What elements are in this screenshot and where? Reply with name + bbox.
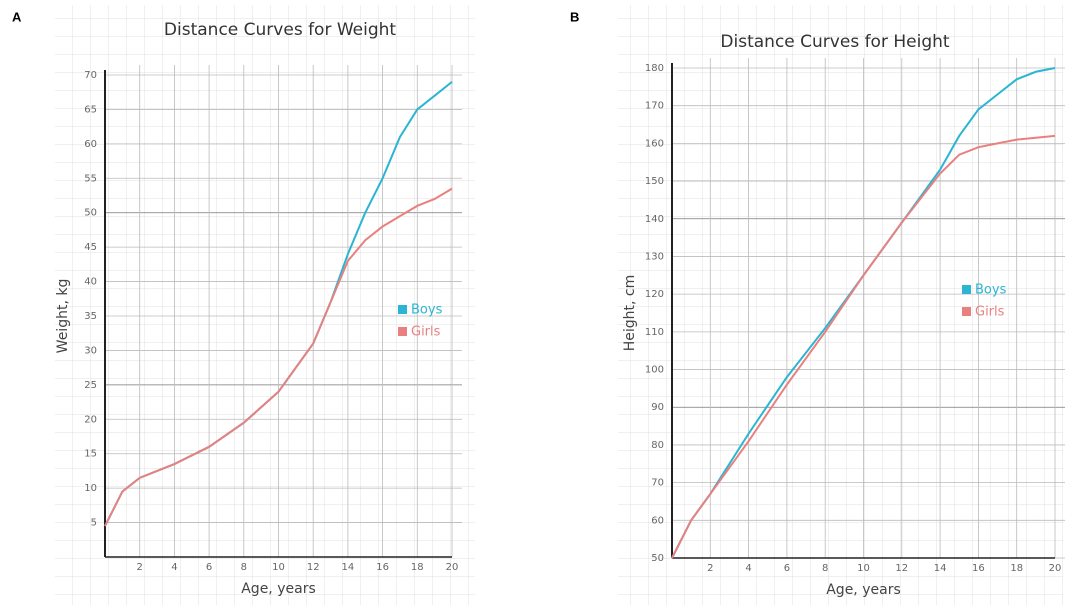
y-tick-label: 150 xyxy=(645,176,664,187)
chart-title: Distance Curves for Height xyxy=(720,32,949,52)
panel-label: B xyxy=(570,9,579,24)
data-line xyxy=(671,134,1056,559)
legend-swatch xyxy=(962,307,971,316)
y-tick-label: 180 xyxy=(645,63,664,74)
y-tick-label: 170 xyxy=(645,101,664,112)
x-tick-label: 10 xyxy=(857,563,870,574)
x-tick-label: 14 xyxy=(934,563,947,574)
x-tick-label: 8 xyxy=(822,563,828,574)
y-tick-label: 140 xyxy=(645,214,664,225)
x-tick-label: 10 xyxy=(272,562,285,573)
y-tick-label: 50 xyxy=(84,208,97,219)
y-axis-label: Weight, kg xyxy=(55,279,71,354)
x-tick-label: 18 xyxy=(1010,563,1023,574)
x-tick-label: 20 xyxy=(446,562,459,573)
x-tick-label: 18 xyxy=(411,562,424,573)
x-tick-label: 16 xyxy=(972,563,985,574)
panel-label: A xyxy=(12,9,22,24)
y-tick-label: 60 xyxy=(651,515,664,526)
x-tick-label: 20 xyxy=(1049,563,1062,574)
y-tick-label: 110 xyxy=(645,327,664,338)
y-tick-label: 120 xyxy=(645,289,664,300)
x-tick-label: 2 xyxy=(707,563,713,574)
legend-label: Boys xyxy=(411,303,443,318)
y-tick-label: 50 xyxy=(651,553,664,564)
y-tick-label: 70 xyxy=(651,478,664,489)
legend-swatch xyxy=(398,305,407,314)
x-tick-label: 14 xyxy=(342,562,355,573)
x-tick-label: 6 xyxy=(206,562,212,573)
y-tick-label: 60 xyxy=(84,139,97,150)
y-tick-label: 55 xyxy=(84,173,97,184)
y-tick-label: 10 xyxy=(84,483,97,494)
y-axis-label: Height, cm xyxy=(622,275,638,352)
y-tick-label: 80 xyxy=(651,440,664,451)
x-tick-label: 12 xyxy=(895,563,908,574)
x-tick-label: 4 xyxy=(745,563,751,574)
x-axis-label: Age, years xyxy=(826,582,901,598)
y-tick-label: 45 xyxy=(84,242,97,253)
y-tick-label: 130 xyxy=(645,251,664,262)
legend-label: Girls xyxy=(975,305,1005,320)
y-tick-label: 100 xyxy=(645,365,664,376)
legend-label: Girls xyxy=(411,325,441,340)
y-tick-label: 90 xyxy=(651,402,664,413)
x-tick-label: 12 xyxy=(307,562,320,573)
y-tick-label: 25 xyxy=(84,380,97,391)
x-tick-label: 6 xyxy=(784,563,790,574)
y-tick-label: 35 xyxy=(84,311,97,322)
x-tick-label: 16 xyxy=(376,562,389,573)
y-tick-label: 65 xyxy=(84,104,97,115)
legend-swatch xyxy=(962,285,971,294)
data-line xyxy=(104,187,453,527)
legend-swatch xyxy=(398,327,407,336)
x-axis-label: Age, years xyxy=(241,581,316,597)
y-tick-label: 15 xyxy=(84,449,97,460)
chart-title: Distance Curves for Weight xyxy=(164,20,396,40)
y-tick-label: 20 xyxy=(84,414,97,425)
y-tick-label: 40 xyxy=(84,277,97,288)
y-tick-label: 5 xyxy=(91,518,97,529)
x-tick-label: 2 xyxy=(137,562,143,573)
graph-paper xyxy=(618,5,1063,605)
y-tick-label: 70 xyxy=(84,70,97,81)
x-tick-label: 8 xyxy=(241,562,247,573)
legend-label: Boys xyxy=(975,283,1007,298)
y-tick-label: 30 xyxy=(84,345,97,356)
y-tick-label: 160 xyxy=(645,138,664,149)
x-tick-label: 4 xyxy=(171,562,177,573)
